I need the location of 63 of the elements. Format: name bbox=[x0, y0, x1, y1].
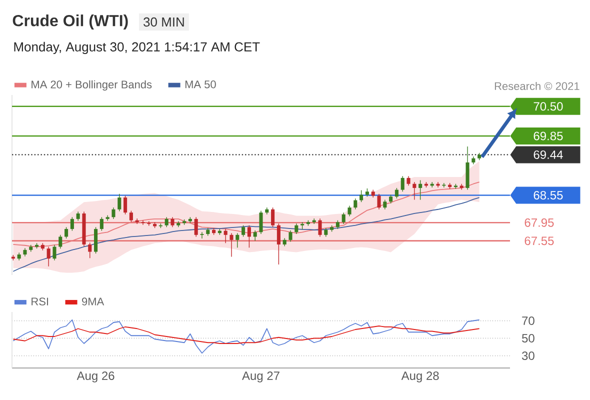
candlestick bbox=[288, 230, 292, 242]
candlestick bbox=[236, 232, 240, 248]
legend-label: MA 50 bbox=[185, 80, 216, 88]
candlestick bbox=[253, 230, 257, 242]
candlestick bbox=[76, 211, 80, 222]
candlestick bbox=[354, 198, 358, 210]
x-tick-label: Aug 27 bbox=[242, 372, 280, 382]
candlestick bbox=[164, 216, 168, 228]
candlestick bbox=[418, 180, 422, 200]
ref-line-label: 67.95 bbox=[524, 218, 554, 227]
candlestick bbox=[436, 182, 440, 188]
ref-line-label: 69.44 bbox=[534, 150, 563, 159]
x-tick-label: Aug 28 bbox=[401, 372, 439, 382]
candlestick bbox=[259, 210, 263, 234]
ref-line-label: 67.55 bbox=[524, 236, 554, 246]
y-tick-label: 30 bbox=[522, 352, 534, 360]
candlestick bbox=[112, 207, 116, 220]
candlestick bbox=[94, 226, 98, 254]
candlestick bbox=[242, 224, 246, 238]
y-tick-label: 70 bbox=[522, 316, 534, 326]
candlestick bbox=[58, 234, 62, 249]
candlestick bbox=[400, 176, 404, 192]
ref-line-label: 68.55 bbox=[534, 191, 563, 200]
candlestick bbox=[406, 176, 410, 186]
candlestick bbox=[46, 246, 50, 267]
chart-subtitle: 30 MIN bbox=[144, 17, 184, 27]
candlestick bbox=[118, 194, 122, 212]
candlestick bbox=[394, 188, 398, 199]
candlestick bbox=[194, 216, 198, 238]
candlestick bbox=[348, 205, 352, 217]
x-tick-label: Aug 26 bbox=[76, 372, 114, 382]
candlestick bbox=[106, 214, 110, 222]
text: Monday, August 30, 2021 1:54:17 AM CET bbox=[14, 42, 260, 54]
legend-label: MA 20 + Bollinger Bands bbox=[32, 80, 152, 91]
y-tick-label: 50 bbox=[522, 334, 534, 343]
candlestick bbox=[224, 228, 228, 244]
candlestick bbox=[230, 232, 234, 258]
candlestick bbox=[377, 194, 381, 210]
candlestick bbox=[383, 199, 387, 210]
candlestick bbox=[88, 242, 92, 258]
candlestick bbox=[294, 223, 298, 234]
ref-line-label: 69.85 bbox=[534, 132, 563, 140]
ref-line-label: 70.50 bbox=[534, 102, 563, 111]
candlestick bbox=[124, 195, 128, 215]
candlestick bbox=[129, 210, 133, 222]
candlestick bbox=[271, 207, 275, 228]
candlestick bbox=[70, 216, 74, 232]
candlestick bbox=[100, 216, 104, 232]
candlestick bbox=[412, 182, 416, 200]
chart-title: Crude Oil (WTI) bbox=[12, 14, 128, 30]
legend-label: RSI bbox=[32, 298, 48, 306]
legend-label: 9MA bbox=[82, 298, 104, 306]
candlestick bbox=[318, 218, 322, 238]
candlestick bbox=[200, 232, 204, 239]
candlestick bbox=[141, 220, 145, 226]
candlestick bbox=[64, 226, 68, 239]
candlestick bbox=[360, 190, 364, 202]
candlestick bbox=[247, 224, 251, 248]
candlestick bbox=[276, 223, 280, 265]
candlestick bbox=[52, 244, 56, 261]
candlestick bbox=[170, 216, 174, 228]
text: Research © 2021 bbox=[494, 82, 580, 90]
candlestick bbox=[342, 212, 346, 224]
